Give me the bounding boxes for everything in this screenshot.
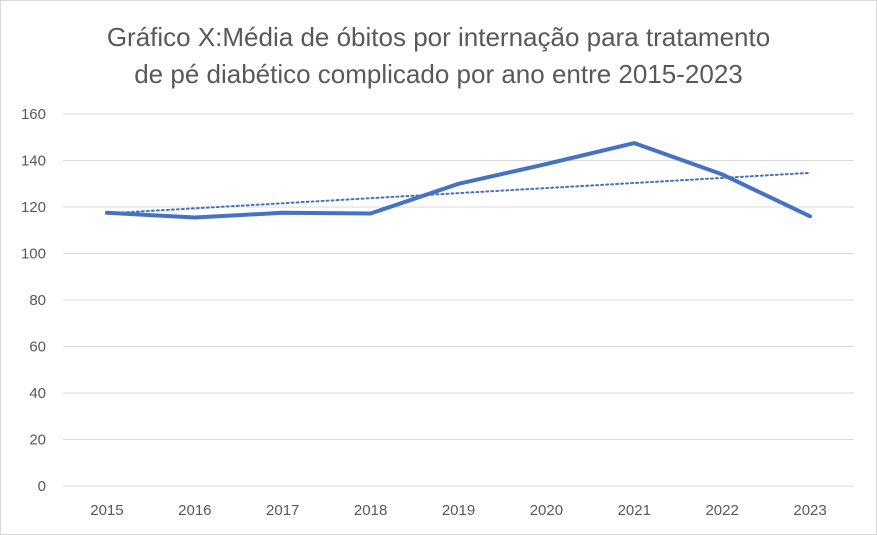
y-tick-label: 80 — [29, 292, 46, 309]
y-axis: 0 20 40 60 80 100 120 140 160 — [21, 106, 46, 495]
x-tick-label: 2016 — [178, 502, 211, 519]
chart-title-line-1: Gráfico X:Média de óbitos por internação… — [106, 22, 771, 52]
y-tick-label: 60 — [29, 339, 46, 356]
series-layer — [104, 141, 813, 220]
x-tick-label: 2015 — [90, 502, 123, 519]
x-tick-label: 2021 — [618, 502, 651, 519]
chart-title: Gráfico X:Média de óbitos por internação… — [1, 19, 876, 93]
x-tick-label: 2022 — [705, 502, 738, 519]
y-tick-label: 120 — [21, 199, 46, 216]
series-line — [104, 141, 813, 220]
x-tick-label: 2018 — [354, 502, 387, 519]
chart-title-line-2: de pé diabético complicado por ano entre… — [134, 59, 743, 89]
y-tick-label: 40 — [29, 385, 46, 402]
y-tick-label: 160 — [21, 106, 46, 123]
gridlines — [63, 113, 854, 487]
y-tick-label: 0 — [38, 478, 46, 495]
x-tick-label: 2020 — [530, 502, 563, 519]
trendline-layer — [105, 171, 812, 215]
x-tick-label: 2023 — [793, 502, 826, 519]
x-tick-label: 2019 — [442, 502, 475, 519]
x-axis: 2015 2016 2017 2018 2019 2020 2021 2022 2023 — [90, 502, 826, 519]
y-tick-label: 20 — [29, 432, 46, 449]
x-tick-label: 2017 — [266, 502, 299, 519]
trendline — [105, 171, 812, 215]
y-tick-label: 140 — [21, 153, 46, 170]
y-tick-label: 100 — [21, 246, 46, 263]
